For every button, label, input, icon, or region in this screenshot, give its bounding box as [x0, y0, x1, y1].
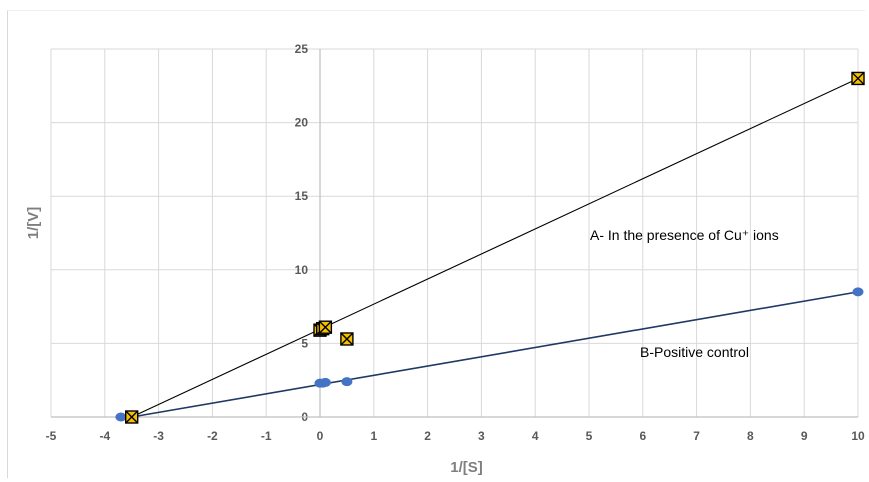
- series-a-point: [851, 71, 865, 86]
- trendline-series-a: [131, 77, 859, 418]
- series-b-point: [115, 412, 127, 422]
- grid: [50, 48, 859, 417]
- x-tick-label: -4: [99, 429, 110, 443]
- x-tick-label: 5: [586, 429, 593, 443]
- series-a-point: [340, 332, 354, 346]
- labels: 1/[S] 1/[V] A- In the presence of Cu⁺ io…: [25, 207, 779, 476]
- x-tick-label: -5: [46, 429, 57, 443]
- x-tick-label: -2: [207, 429, 218, 443]
- series-b-point: [852, 287, 864, 297]
- y-tick-label: 25: [295, 42, 309, 56]
- y-tick-label: 10: [295, 263, 309, 277]
- y-tick-label: 20: [295, 116, 309, 130]
- x-tick-label: 10: [851, 429, 865, 443]
- trendlines: [131, 77, 859, 418]
- series-a-point: [318, 320, 333, 334]
- x-tick-label: 6: [639, 429, 646, 443]
- chart-frame: [7, 10, 865, 478]
- x-axis-title: 1/[S]: [450, 459, 483, 476]
- trendline-series-b: [131, 291, 859, 418]
- x-tick-label: 7: [693, 429, 700, 443]
- series-b-point: [319, 377, 331, 387]
- data-points: [115, 71, 865, 424]
- y-tick-label: 5: [301, 336, 308, 350]
- y-tick-label: 15: [295, 189, 309, 203]
- x-tick-label: 1: [370, 429, 377, 443]
- x-tick-label: 4: [532, 429, 539, 443]
- y-axis-title: 1/[V]: [25, 207, 42, 240]
- x-tick-label: 9: [801, 429, 808, 443]
- series-b-label: B-Positive control: [640, 344, 749, 360]
- series-a-label: A- In the presence of Cu⁺ ions: [590, 227, 779, 243]
- x-tick-label: 2: [424, 429, 431, 443]
- series-a-point: [124, 410, 139, 424]
- x-tick-label: 0: [317, 429, 324, 443]
- x-tick-label: -1: [261, 429, 272, 443]
- series-b-point: [341, 377, 353, 387]
- x-tick-label: 3: [478, 429, 485, 443]
- x-tick-label: 8: [747, 429, 754, 443]
- x-tick-label: -3: [153, 429, 164, 443]
